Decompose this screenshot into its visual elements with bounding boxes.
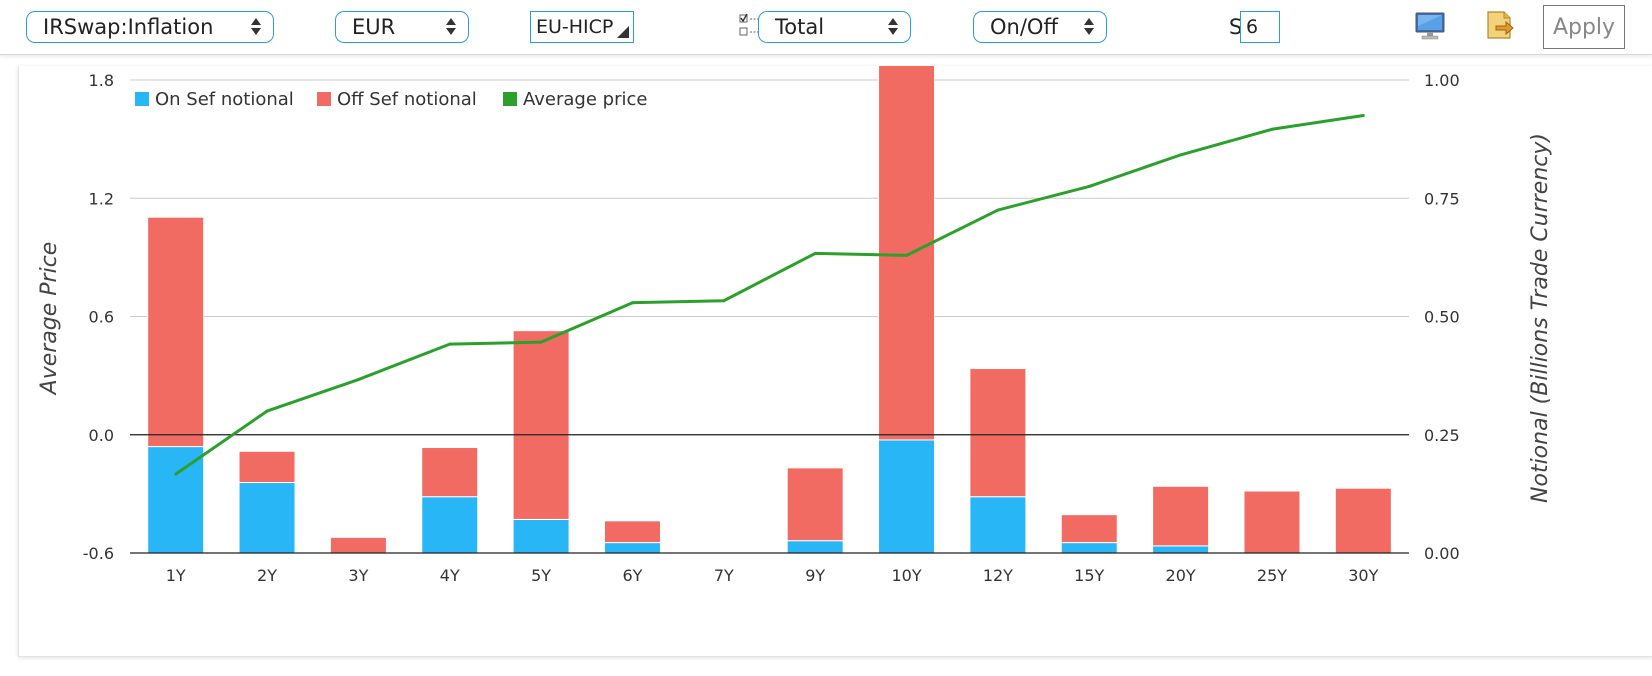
sef-select-value: On/Off [990,15,1058,39]
index-field-value: EU-HICP [536,16,614,38]
average-price-point [813,251,817,255]
bar-segment [512,330,570,520]
select-arrows-icon [251,17,261,37]
left-axis-title: Average Price [37,242,62,397]
sef-select[interactable]: On/Off [973,11,1107,43]
x-tick-label: 2Y [257,566,277,585]
average-price-line [174,113,1364,476]
select-arrows-icon [1084,17,1094,37]
bar-segment [878,66,936,441]
bar-segment [1243,490,1301,554]
product-select[interactable]: IRSwap:Inflation [26,11,274,43]
average-price-point [722,299,726,303]
average-price-point [448,342,452,346]
index-field[interactable]: EU-HICP [530,11,634,43]
bar-segment [512,518,570,554]
left-tick-label: -0.6 [83,544,114,563]
left-tick-label: 0.6 [89,308,114,327]
apply-button[interactable]: Apply [1543,5,1625,49]
x-tick-label: 12Y [983,566,1013,585]
bar-segment [147,216,205,448]
right-tick-label: 1.00 [1424,71,1460,90]
bar-segment [147,446,205,554]
export-icon[interactable] [1484,8,1516,42]
chart-panel: 1.8 1.2 0.6 0.0 -0.6 1.00 0.75 0.50 0.25 0.00 1Y 2Y… [18,66,1652,657]
chart-axes: 1.8 1.2 0.6 0.0 -0.6 1.00 0.75 0.50 0.25 0.00 1Y 2Y… [83,71,1460,585]
bar-segment [421,447,479,498]
chart-grid [130,79,1409,554]
start-input-value: 6 [1246,16,1259,38]
average-price-point [905,253,909,257]
legend-label: Average price [523,89,647,110]
average-price-point [996,208,1000,212]
bar-segment [329,536,387,554]
chart-price-line [174,113,1365,476]
bar-segment [603,520,661,544]
bar-segment [786,540,844,554]
bar-segment [969,496,1027,554]
right-tick-label: 0.00 [1424,544,1460,563]
legend-swatch [317,92,331,106]
left-tick-label: 1.8 [89,71,114,90]
legend-label: On Sef notional [155,89,294,110]
average-price-point [630,301,634,305]
right-axis-title: Notional (Billions Trade Currency) [1528,133,1553,503]
toolbar: IRSwap:Inflation EUR EU-HICP Total On/Of… [0,0,1652,55]
select-arrows-icon [446,17,456,37]
average-price-point [539,340,543,344]
average-price-point [265,409,269,413]
legend-swatch [135,92,149,106]
bar-segment [878,439,936,554]
legend-label: Off Sef notional [337,89,477,110]
bar-segment [238,450,296,484]
average-price-point [1361,113,1365,117]
x-tick-label: 5Y [531,566,551,585]
aggregate-select[interactable]: Total [758,11,911,43]
x-tick-label: 9Y [805,566,825,585]
chart-legend: On Sef notional Off Sef notional Average p… [135,89,647,110]
bar-segment [1152,545,1210,554]
bar-segment [1060,542,1118,554]
x-tick-label: 6Y [622,566,642,585]
x-tick-label: 30Y [1348,566,1378,585]
chart: 1.8 1.2 0.6 0.0 -0.6 1.00 0.75 0.50 0.25 0.00 1Y 2Y… [37,66,1553,585]
monitor-icon[interactable] [1414,10,1446,42]
x-tick-label: 1Y [166,566,186,585]
aggregate-select-value: Total [775,15,825,39]
currency-select[interactable]: EUR [335,11,469,43]
bar-segment [786,467,844,542]
average-price-point [1270,127,1274,131]
average-price-point [1087,184,1091,188]
right-tick-label: 0.50 [1424,308,1460,327]
right-tick-label: 0.75 [1424,189,1460,208]
bar-segment [969,368,1027,498]
legend-swatch [503,92,517,106]
x-tick-label: 4Y [440,566,460,585]
chart-bars [147,66,1392,555]
bar-segment [1152,485,1210,547]
bar-segment [238,482,296,554]
x-tick-label: 20Y [1166,566,1196,585]
bar-segment [421,496,479,554]
x-tick-label: 7Y [714,566,734,585]
bar-segment [1334,487,1392,554]
start-input[interactable]: 6 [1240,11,1280,43]
left-tick-label: 1.2 [89,189,114,208]
resize-grip-icon[interactable] [617,26,629,38]
average-price-point [356,378,360,382]
x-tick-label: 3Y [348,566,368,585]
average-price-point [1179,153,1183,157]
x-tick-label: 15Y [1074,566,1104,585]
bar-segment [603,542,661,554]
right-tick-label: 0.25 [1424,426,1460,445]
bar-segment [1060,514,1118,544]
left-tick-label: 0.0 [89,426,114,445]
select-arrows-icon [888,17,898,37]
x-tick-label: 25Y [1257,566,1287,585]
product-select-value: IRSwap:Inflation [43,15,214,39]
average-price-point [174,472,178,476]
currency-select-value: EUR [352,15,396,39]
x-tick-label: 10Y [891,566,921,585]
